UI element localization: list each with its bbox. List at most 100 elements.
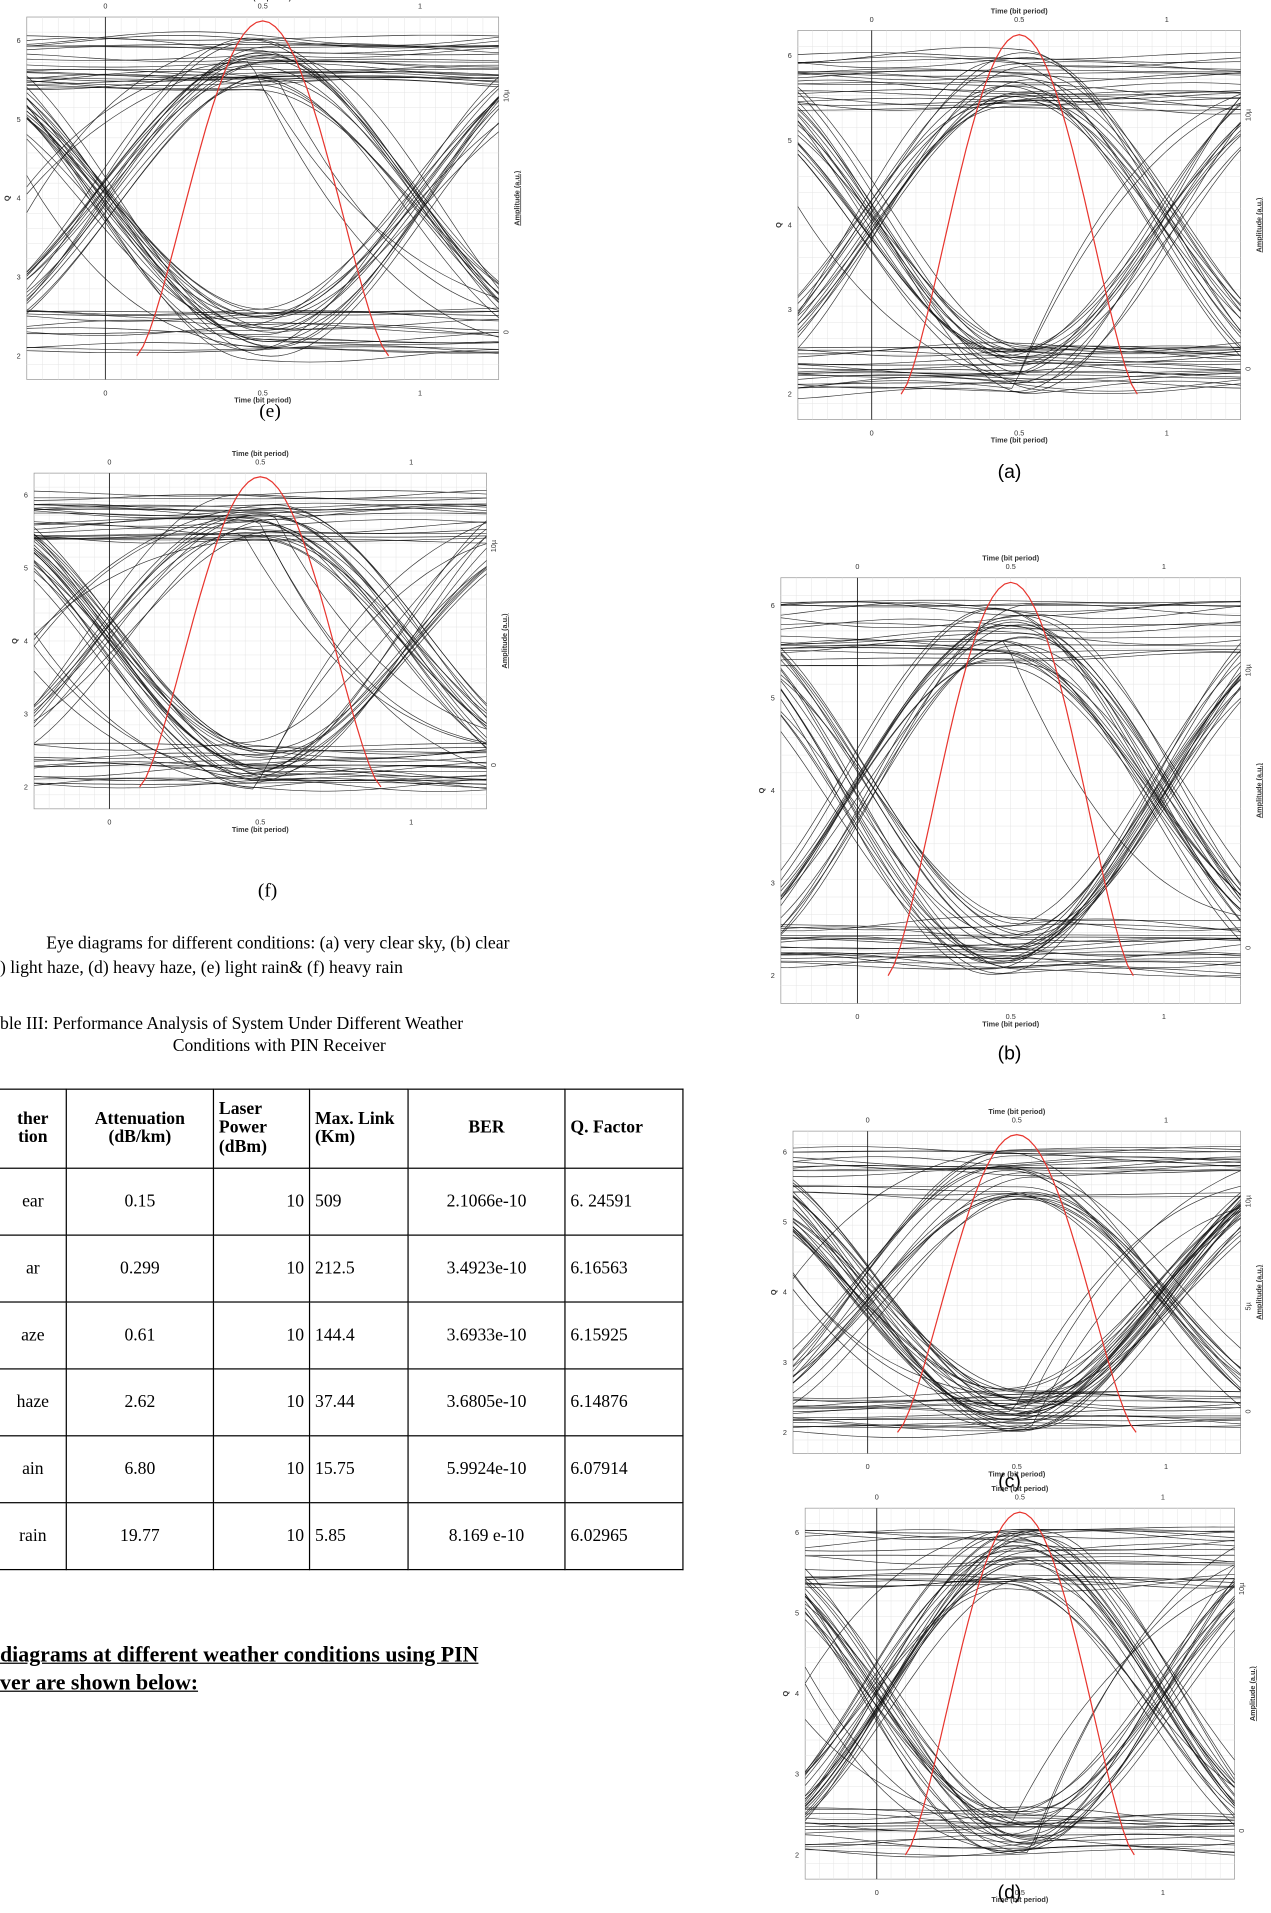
eye-trace — [805, 1530, 1235, 1541]
table-header-cell: Attenuation (dB/km) — [65, 1088, 215, 1169]
eye-trace — [793, 1208, 1241, 1402]
eye-trace — [26, 37, 499, 310]
eye-trace — [780, 603, 1241, 936]
table-cell: 10 — [212, 1301, 311, 1370]
eye-trace — [34, 508, 487, 707]
eye-trace — [26, 58, 499, 280]
eye-trace — [33, 537, 487, 778]
eye-trace — [33, 564, 487, 751]
eye-diagram: Time (bit period) Time (bit period) 0 0 0.5 0… — [757, 554, 1263, 1029]
table-cell: 6.80 — [65, 1435, 215, 1504]
y-tick-label: 5 — [795, 1608, 799, 1617]
x-tick-label: 1 — [1164, 1462, 1168, 1471]
eye-trace — [780, 636, 1241, 919]
x-tick-label: 0.5 — [1012, 1462, 1022, 1471]
eye-trace — [797, 100, 1241, 106]
eye-trace — [780, 674, 1241, 962]
eye-trace — [780, 657, 1241, 895]
eye-trace — [34, 517, 487, 743]
eye-trace — [797, 120, 1241, 375]
eye-trace — [797, 143, 1241, 358]
eye-trace — [26, 68, 499, 293]
amplitude-tick-label: 0 — [1237, 1829, 1246, 1833]
eye-trace — [804, 1557, 1235, 1818]
eye-trace — [780, 650, 1241, 928]
eye-trace — [33, 538, 487, 636]
eye-trace — [805, 1610, 1235, 1812]
eye-trace — [780, 951, 1241, 959]
x-tick-label: 1 — [409, 818, 413, 827]
eye-trace — [780, 647, 1241, 896]
table-cell: haze — [0, 1368, 67, 1437]
amplitude-tick-label: 0 — [1243, 946, 1252, 950]
eye-trace — [34, 752, 487, 763]
y-tick-label: 6 — [788, 51, 792, 60]
amplitude-axis-title: Amplitude (a.u.) — [500, 613, 509, 669]
eye-trace — [780, 653, 1241, 943]
x-axis-title: Time (bit period) — [988, 1470, 1045, 1479]
table-cell: 2.62 — [65, 1368, 215, 1437]
eye-trace — [797, 109, 1241, 352]
section-heading-line: ver are shown below: — [0, 1669, 199, 1695]
eye-trace — [804, 1578, 1235, 1786]
eye-trace — [805, 1573, 1235, 1585]
table-cell: 5.9924e-10 — [407, 1435, 566, 1504]
eye-trace — [804, 1613, 1235, 1825]
eye-trace — [792, 1207, 1241, 1398]
table-cell: 3.4923e-10 — [407, 1234, 566, 1303]
amplitude-tick-label: 0 — [501, 330, 510, 334]
y-tick-label: 3 — [795, 1770, 799, 1779]
eye-trace — [792, 1218, 1241, 1393]
eye-trace — [805, 1825, 1235, 1828]
eye-trace — [792, 1226, 1241, 1425]
eye-trace — [26, 110, 499, 346]
eye-trace — [804, 1563, 1235, 1814]
eye-trace — [797, 90, 1241, 97]
eye-trace — [26, 114, 499, 353]
eye-trace — [780, 699, 1241, 975]
eye-trace — [797, 371, 1241, 380]
table-row: aze 0.61 10 144.4 3.6933e-10 6.15925 — [0, 1301, 684, 1370]
eye-trace — [797, 121, 1241, 363]
y-tick-label: 6 — [24, 490, 28, 499]
eye-trace — [33, 489, 487, 707]
eye-trace — [780, 679, 1241, 936]
amplitude-axis-title: Amplitude (a.u.) — [1254, 1264, 1263, 1320]
x-axis-title: Time (bit period) — [982, 554, 1039, 563]
y-tick-label: 5 — [771, 693, 775, 702]
eye-trace — [34, 528, 487, 751]
eye-trace — [780, 678, 1241, 921]
y-tick-label: 3 — [17, 272, 21, 281]
table-cell: 10 — [212, 1368, 311, 1437]
eye-trace — [804, 1584, 1235, 1826]
y-tick-label: 5 — [788, 136, 792, 145]
q-factor-curve — [139, 476, 382, 788]
eye-trace — [797, 91, 1241, 321]
eye-trace — [34, 534, 487, 538]
eye-trace — [805, 1583, 1235, 1826]
x-tick-label: 0 — [103, 2, 107, 11]
x-tick-label: 1 — [1161, 1493, 1165, 1502]
eye-diagram: Time (bit period) Time (bit period) 0 0 0.5 0… — [3, 0, 522, 405]
y-tick-label: 2 — [17, 351, 21, 360]
eye-trace — [804, 1545, 1235, 1789]
eye-trace — [780, 938, 1241, 946]
eye-trace — [805, 1578, 1235, 1589]
eye-trace — [793, 1150, 1241, 1153]
eye-trace — [797, 99, 1241, 317]
table-cell: 212.5 — [308, 1234, 409, 1303]
eye-trace — [26, 88, 499, 320]
eye-trace — [805, 1574, 1235, 1809]
eye-trace — [26, 34, 499, 213]
eye-trace — [797, 102, 1241, 389]
eye-trace — [34, 566, 487, 781]
amplitude-tick-label: 10µ — [1243, 108, 1252, 121]
eye-trace — [33, 532, 487, 708]
eye-trace — [780, 668, 1241, 977]
eye-trace — [804, 1560, 1235, 1807]
y-tick-label: 4 — [771, 786, 775, 795]
traces — [26, 31, 499, 363]
eye-trace — [804, 1568, 1235, 1845]
x-axis-title: Time (bit period) — [234, 396, 291, 405]
